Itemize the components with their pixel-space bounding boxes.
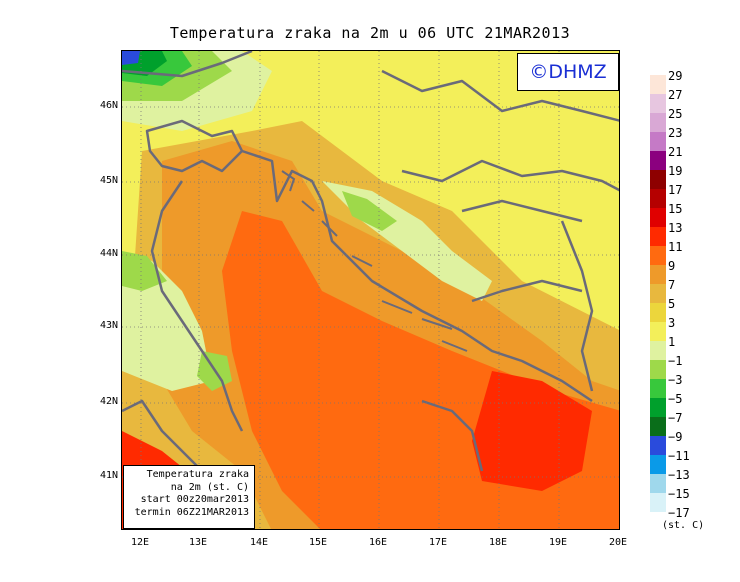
legend-swatch bbox=[650, 360, 666, 379]
legend-label: 5 bbox=[668, 297, 676, 311]
legend-label: 13 bbox=[668, 221, 683, 235]
lon-label-18: 18E bbox=[488, 537, 508, 548]
legend-swatch bbox=[650, 75, 666, 94]
legend-unit: (st. C) bbox=[662, 520, 705, 531]
hottest-zone-south bbox=[472, 371, 592, 491]
info-line-1: Temperatura zraka bbox=[146, 469, 249, 480]
lon-label-12: 12E bbox=[130, 537, 150, 548]
legend-swatch bbox=[650, 151, 666, 170]
legend-label: 9 bbox=[668, 259, 676, 273]
legend-label: 19 bbox=[668, 164, 683, 178]
temperature-map bbox=[122, 51, 619, 529]
legend-swatch bbox=[650, 474, 666, 493]
legend-label: 11 bbox=[668, 240, 683, 254]
info-line-3: start 00z20mar2013 bbox=[140, 494, 249, 505]
legend-label: −15 bbox=[668, 487, 690, 501]
legend-swatch bbox=[650, 455, 666, 474]
legend-label: −7 bbox=[668, 411, 683, 425]
lon-label-19: 19E bbox=[548, 537, 568, 548]
legend-label: 25 bbox=[668, 107, 683, 121]
map-area[interactable] bbox=[121, 50, 620, 530]
legend-label: −3 bbox=[668, 373, 683, 387]
lat-label-46: 46N bbox=[99, 100, 118, 111]
legend-swatch bbox=[650, 189, 666, 208]
lon-label-16: 16E bbox=[368, 537, 388, 548]
legend-label: 15 bbox=[668, 202, 683, 216]
legend-swatch bbox=[650, 113, 666, 132]
legend-swatch bbox=[650, 341, 666, 360]
legend-label: −5 bbox=[668, 392, 683, 406]
legend-label: 7 bbox=[668, 278, 676, 292]
legend-swatch bbox=[650, 436, 666, 455]
dhmz-logo: ©DHMZ bbox=[517, 53, 619, 91]
legend-swatch bbox=[650, 322, 666, 341]
legend-swatch bbox=[650, 265, 666, 284]
legend-label: −11 bbox=[668, 449, 690, 463]
lat-label-43: 43N bbox=[99, 320, 118, 331]
info-line-2: na 2m (st. C) bbox=[170, 481, 249, 493]
freezing-zone-alps bbox=[122, 51, 140, 65]
cold-zone-italy bbox=[122, 251, 167, 291]
legend-swatch bbox=[650, 246, 666, 265]
legend-label: −1 bbox=[668, 354, 683, 368]
lon-label-13: 13E bbox=[188, 537, 208, 548]
legend-swatch bbox=[650, 379, 666, 398]
lon-label-20: 20E bbox=[608, 537, 628, 548]
lat-label-41: 41N bbox=[99, 470, 118, 481]
lat-label-44: 44N bbox=[99, 248, 118, 259]
legend-label: 17 bbox=[668, 183, 683, 197]
legend-swatch bbox=[650, 284, 666, 303]
cold-zone-dinaric bbox=[342, 191, 397, 231]
legend-label: 21 bbox=[668, 145, 683, 159]
legend-swatch bbox=[650, 208, 666, 227]
legend-swatch bbox=[650, 132, 666, 151]
info-box: Temperatura zraka na 2m (st. C) start 00… bbox=[123, 465, 255, 529]
legend-swatch bbox=[650, 417, 666, 436]
legend-label: 1 bbox=[668, 335, 676, 349]
lat-label-42: 42N bbox=[99, 396, 118, 407]
legend-swatch bbox=[650, 398, 666, 417]
lat-label-45: 45N bbox=[99, 175, 118, 186]
info-line-4: termin 06Z21MAR2013 bbox=[134, 506, 249, 518]
lon-label-14: 14E bbox=[249, 537, 269, 548]
legend-swatch bbox=[650, 170, 666, 189]
legend-label: −17 bbox=[668, 506, 690, 520]
legend-swatch bbox=[650, 303, 666, 322]
chart-title: Temperatura zraka na 2m u 06 UTC 21MAR20… bbox=[169, 24, 571, 42]
legend-label: 3 bbox=[668, 316, 676, 330]
legend-swatch bbox=[650, 94, 666, 113]
legend-label: 23 bbox=[668, 126, 683, 140]
legend-label: 27 bbox=[668, 88, 683, 102]
lon-label-15: 15E bbox=[308, 537, 328, 548]
legend-swatch bbox=[650, 227, 666, 246]
lon-label-17: 17E bbox=[428, 537, 448, 548]
legend-swatch bbox=[650, 493, 666, 512]
legend-label: −9 bbox=[668, 430, 683, 444]
coastlines bbox=[122, 51, 619, 472]
legend-label: −13 bbox=[668, 468, 690, 482]
legend-label: 29 bbox=[668, 69, 683, 83]
grid-lines bbox=[122, 51, 619, 529]
